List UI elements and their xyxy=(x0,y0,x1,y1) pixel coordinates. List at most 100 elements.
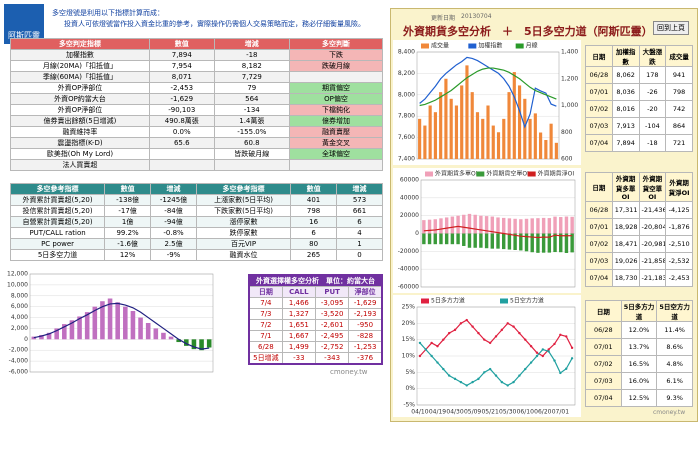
table-row: 融資維持率 0.0% -155.0% 融資賣壓 xyxy=(10,126,384,138)
bar xyxy=(570,216,574,234)
bar xyxy=(450,233,455,245)
y-tick-label: -5% xyxy=(403,402,415,409)
column-header: 加權指數 xyxy=(611,45,640,67)
point xyxy=(518,331,521,335)
bar xyxy=(465,65,469,159)
point xyxy=(512,380,515,384)
table-cell: -94億 xyxy=(150,216,197,228)
y-tick-label: 12,000 xyxy=(7,271,28,278)
table-cell: 外資OP淨部位 xyxy=(10,104,150,116)
bar xyxy=(491,125,495,159)
y2-tick-label: 1,400 xyxy=(561,49,578,56)
point xyxy=(483,371,486,374)
legend-label: 月線 xyxy=(526,42,538,50)
table-cell: -84億 xyxy=(150,205,197,217)
table-cell: 16 xyxy=(290,216,338,228)
bar xyxy=(547,218,552,234)
y-tick-label: 7,800 xyxy=(398,113,415,120)
table-cell: 5日多空力道 xyxy=(9,249,106,261)
bar xyxy=(554,142,558,159)
bar xyxy=(473,233,477,248)
table-row: 7/1 1,667 -2,495 -828 xyxy=(248,330,383,342)
table: 多空判定指標 數值 增減 多空判斷 加權指數 7,894 -18 下跌 月線(20MA)「扣抵值… xyxy=(10,38,384,171)
bar xyxy=(502,118,506,159)
table-cell: 11.4% xyxy=(656,321,693,339)
table-cell: -18 xyxy=(638,134,667,152)
point xyxy=(559,333,562,336)
header-row: 日期 外資期貨多單OI 外資期貨空單OI 外資期貨淨OI xyxy=(585,172,693,202)
table-cell: 18,471 xyxy=(611,235,640,253)
bar xyxy=(456,215,460,234)
y-tick-label: 0% xyxy=(405,385,415,392)
table-cell: 期貨偏空 xyxy=(288,82,384,94)
bar xyxy=(479,215,483,234)
point xyxy=(535,351,539,354)
table-cell: 06/28 xyxy=(585,201,613,219)
column-header: PUT xyxy=(314,286,350,298)
point xyxy=(465,318,468,322)
back-button[interactable]: 回到上頁 xyxy=(653,21,689,35)
chart: -5%0%5%10%15%20%25%04/10 04/19 04/30 05/09 0… xyxy=(393,295,581,417)
table-cell: 皆跌破月線 xyxy=(213,148,290,160)
bar xyxy=(523,98,527,159)
bar xyxy=(92,306,98,340)
table-cell: 9.3% xyxy=(656,389,693,407)
y-tick-label: 15% xyxy=(402,336,416,343)
table-cell: 融資維持率 xyxy=(10,126,150,138)
point xyxy=(559,371,562,375)
table-cell: -155.0% xyxy=(213,126,290,138)
legend-swatch xyxy=(468,43,477,49)
table-row: 07/01 8,036 -26 798 xyxy=(585,83,693,101)
point xyxy=(447,374,451,377)
bar xyxy=(475,112,480,159)
bar xyxy=(467,213,472,234)
table-row: 6/28 1,499 -2,752 -1,253 xyxy=(248,341,383,353)
y-tick-label: -20000 xyxy=(398,248,419,255)
table-cell: 融資水位 xyxy=(195,249,292,261)
bar xyxy=(433,233,437,245)
bar xyxy=(519,233,523,251)
point xyxy=(436,361,439,364)
legend-label: 成交量 xyxy=(431,42,449,50)
bar xyxy=(496,217,500,234)
y-tick-label: 4,000 xyxy=(11,314,28,321)
column-header: 5日多方力道 xyxy=(620,300,658,322)
legend-swatch xyxy=(421,298,429,304)
logo: 阿斯匹靈 xyxy=(4,4,44,44)
table-cell: -1,876 xyxy=(665,218,693,236)
table-row: 07/02 18,471 -20,981 -2,510 xyxy=(585,235,693,253)
table-cell: 864 xyxy=(665,117,693,135)
table-cell: 06/28 xyxy=(585,66,613,84)
table-cell: -2,193 xyxy=(348,308,383,320)
bar xyxy=(439,233,443,245)
header-row: 日期 CALL PUT 淨部位 xyxy=(248,286,383,298)
bar xyxy=(176,339,181,343)
point xyxy=(424,348,427,351)
table-cell: 7/2 xyxy=(248,319,283,331)
table-cell: -33 xyxy=(281,352,317,365)
table-cell: -376 xyxy=(348,352,383,365)
table-cell: 07/03 xyxy=(585,252,613,270)
point xyxy=(453,328,457,332)
legend-swatch xyxy=(421,43,429,49)
point xyxy=(477,331,480,335)
column-header: 多空判定指標 xyxy=(10,38,150,50)
bar xyxy=(444,217,449,234)
x-tick-label: 07/01 xyxy=(552,409,569,416)
table-cell: 全球偏空 xyxy=(288,148,384,160)
bar xyxy=(564,216,569,234)
table-row: 季線(60MA)「扣抵值」 8,071 7,729 xyxy=(10,71,384,83)
table-cell: -4,125 xyxy=(665,201,693,219)
bar xyxy=(570,233,574,253)
column-header: 外資期貨淨OI xyxy=(665,172,693,202)
bar xyxy=(153,328,159,340)
point xyxy=(506,322,509,325)
table-cell: 12.5% xyxy=(620,389,658,407)
table-cell: 加權指數 xyxy=(10,49,150,61)
bar xyxy=(39,334,44,340)
y2-tick-label: 600 xyxy=(561,156,573,163)
table-cell: -21,436 xyxy=(638,201,667,219)
table-cell: 漲停家數 xyxy=(195,216,292,228)
bar xyxy=(547,233,552,253)
table-cell: 法人買賣超 xyxy=(10,159,150,171)
